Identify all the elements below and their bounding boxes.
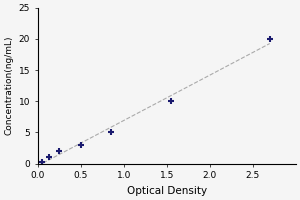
Y-axis label: Concentration(ng/mL): Concentration(ng/mL) <box>4 36 13 135</box>
X-axis label: Optical Density: Optical Density <box>127 186 207 196</box>
